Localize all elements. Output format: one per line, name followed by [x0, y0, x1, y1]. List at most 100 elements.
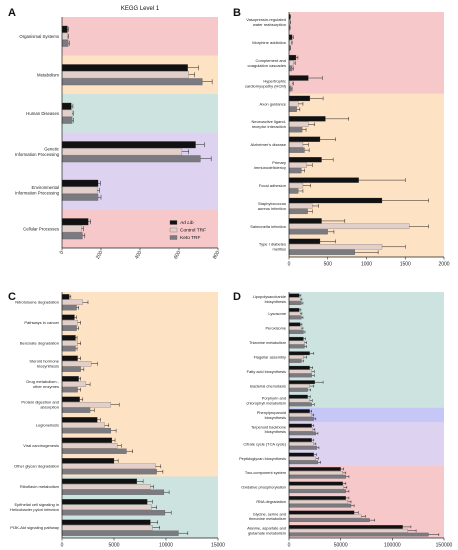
category-label: Neuroactive ligand-receptor interaction: [252, 119, 287, 129]
category-label-line: Riboflavin metabolism: [20, 484, 60, 489]
bar: [61, 361, 92, 367]
category-band: [289, 73, 444, 94]
bar: [288, 398, 310, 403]
panel-b: B Vasopressin-regulated water reabsorption…: [233, 7, 450, 268]
category-label-line: Information Processing: [15, 190, 60, 195]
category-label: Alzheimer's disease: [251, 142, 287, 147]
bar: [61, 396, 80, 402]
category-band: [62, 94, 218, 133]
bar: [288, 384, 310, 388]
category-band: [62, 394, 218, 416]
bar: [288, 518, 370, 523]
category-label-line: Metabolism: [37, 72, 59, 77]
bar: [288, 442, 314, 446]
bar: [288, 402, 312, 407]
bar: [288, 34, 293, 40]
category-label-line: mellitus: [272, 247, 286, 252]
category-band: [289, 114, 444, 135]
category-label: Other glycan degradation: [14, 464, 59, 469]
category-label: Focal adhesion: [259, 183, 286, 188]
bar: [288, 409, 310, 413]
category-label: Metabolism: [37, 72, 59, 77]
category-label-line: biosynthesis: [265, 429, 286, 434]
x-tick-label: 400: [134, 250, 143, 260]
bar: [61, 510, 166, 516]
bar: [61, 366, 81, 372]
bar: [288, 365, 310, 370]
category-label-line: Nitrotoluene degradation: [15, 300, 59, 305]
bar: [61, 141, 196, 149]
bar: [288, 499, 349, 504]
category-label: Peptidoglycan biosynthesis: [239, 456, 286, 461]
bar: [288, 229, 328, 235]
bar: [288, 54, 297, 61]
category-label-line: Alzheimer's disease: [251, 142, 287, 147]
category-label: Legionellosis: [36, 423, 59, 428]
category-label-line: Human Diseases: [26, 111, 59, 116]
category-label: Bacterial chemotaxis: [250, 383, 286, 388]
bar: [288, 136, 321, 142]
category-label-line: Vasopressin-regulated: [246, 17, 286, 22]
category-label: Epithelial cell signaling in Helicobacter…: [10, 502, 59, 512]
category-band: [289, 52, 444, 74]
bar: [288, 460, 319, 465]
category-label: Flagellar assembly: [254, 354, 286, 359]
bar: [61, 179, 99, 187]
x-tick-label: 600: [173, 250, 182, 260]
category-band: [289, 364, 444, 380]
category-label: Drug metabolism -other enzymes: [26, 379, 59, 389]
bar: [288, 394, 308, 399]
bar: [288, 322, 301, 327]
category-label: Phenylpropanoid biosynthesis: [257, 410, 286, 420]
category-label-line: Information Processing: [15, 152, 60, 157]
category-band: [62, 333, 218, 354]
bar: [288, 467, 341, 471]
category-label: Two-component system: [245, 470, 286, 475]
bar: [288, 326, 302, 331]
bar: [61, 407, 91, 413]
category-label-line: Staphylococcus: [258, 201, 286, 206]
bar: [288, 514, 362, 519]
bar: [61, 484, 151, 490]
bar: [61, 116, 73, 124]
bar: [288, 388, 308, 392]
category-label: Steroid hormone biosynthesis: [29, 359, 59, 369]
x-tick-label: 0: [59, 250, 66, 256]
bar: [61, 346, 76, 352]
category-label: Morphine addiction: [252, 40, 286, 45]
category-label-line: Steroid hormone: [29, 359, 59, 364]
bar: [61, 314, 75, 320]
category-band: [289, 93, 444, 115]
bar: [288, 127, 303, 133]
category-band: [289, 451, 444, 466]
bar: [61, 458, 115, 464]
bar: [61, 443, 118, 449]
bar: [288, 223, 410, 230]
category-label-line: aureus infection: [258, 206, 286, 211]
x-tick-label: 5000: [108, 543, 119, 549]
category-label-line: Legionellosis: [36, 423, 59, 428]
bar: [288, 431, 316, 436]
category-label-line: biosynthesis: [265, 415, 286, 420]
bar: [288, 445, 318, 450]
bar: [288, 503, 352, 508]
bar: [288, 301, 302, 305]
panel-a: A KEGG Level 1 Organismal Systems Metabolis…: [8, 6, 221, 260]
category-label: Glycine, serine and threonine metabolism: [249, 511, 286, 521]
bar: [288, 452, 314, 457]
x-tick-label: 100000: [384, 543, 401, 549]
x-tick-label: 2000: [438, 262, 449, 268]
category-band: [289, 32, 444, 54]
bar: [61, 109, 73, 117]
bar: [288, 351, 310, 356]
legend-swatch: [169, 227, 178, 233]
x-tick-label: 500: [324, 262, 333, 268]
category-band: [289, 12, 444, 33]
category-band: [62, 209, 218, 249]
bar: [288, 60, 294, 66]
category-band: [289, 335, 444, 351]
category-label: Protein digestion and absorption: [21, 400, 59, 410]
category-label-line: Protein digestion and: [21, 400, 59, 405]
bar: [61, 340, 78, 346]
category-label-line: Fatty acid biosynthesis: [247, 369, 286, 374]
